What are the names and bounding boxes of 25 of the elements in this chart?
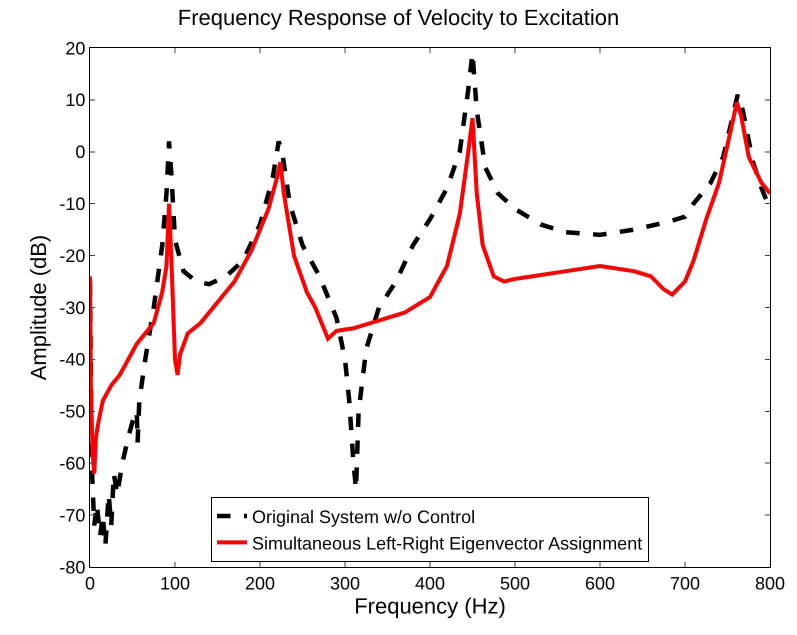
x-tick-label: 800 [754, 574, 786, 594]
y-tick-label: 0 [75, 142, 86, 162]
x-tick-label: 700 [670, 574, 700, 594]
x-axis-title: Frequency (Hz) [354, 594, 506, 619]
y-tick-label: -40 [59, 350, 86, 370]
y-tick-label: -50 [59, 402, 86, 422]
chart-title: Frequency Response of Velocity to Excitation [178, 4, 620, 30]
x-tick-label: 100 [160, 574, 190, 594]
legend-label: Simultaneous Left-Right Eigenvector Assignment [252, 533, 642, 554]
y-tick-label: 20 [65, 38, 86, 58]
x-tick-label: 600 [584, 574, 616, 594]
x-tick-label: 200 [244, 574, 276, 594]
legend-label: Original System w/o Control [252, 507, 476, 528]
line-series [90, 100, 770, 476]
x-tick-label: 400 [414, 574, 446, 594]
y-axis-title: Amplitude (dB) [26, 234, 52, 380]
y-tick-label: -70 [59, 505, 86, 526]
y-tick-label: -10 [59, 194, 86, 214]
y-tick-label: -60 [59, 454, 86, 474]
y-tick-label: 10 [65, 90, 86, 110]
y-tick-label: -20 [59, 246, 86, 266]
x-tick-label: 300 [330, 574, 360, 594]
x-tick-label: 500 [500, 574, 530, 594]
y-tick-label: -30 [59, 298, 86, 318]
y-tick-label: -80 [59, 557, 86, 578]
